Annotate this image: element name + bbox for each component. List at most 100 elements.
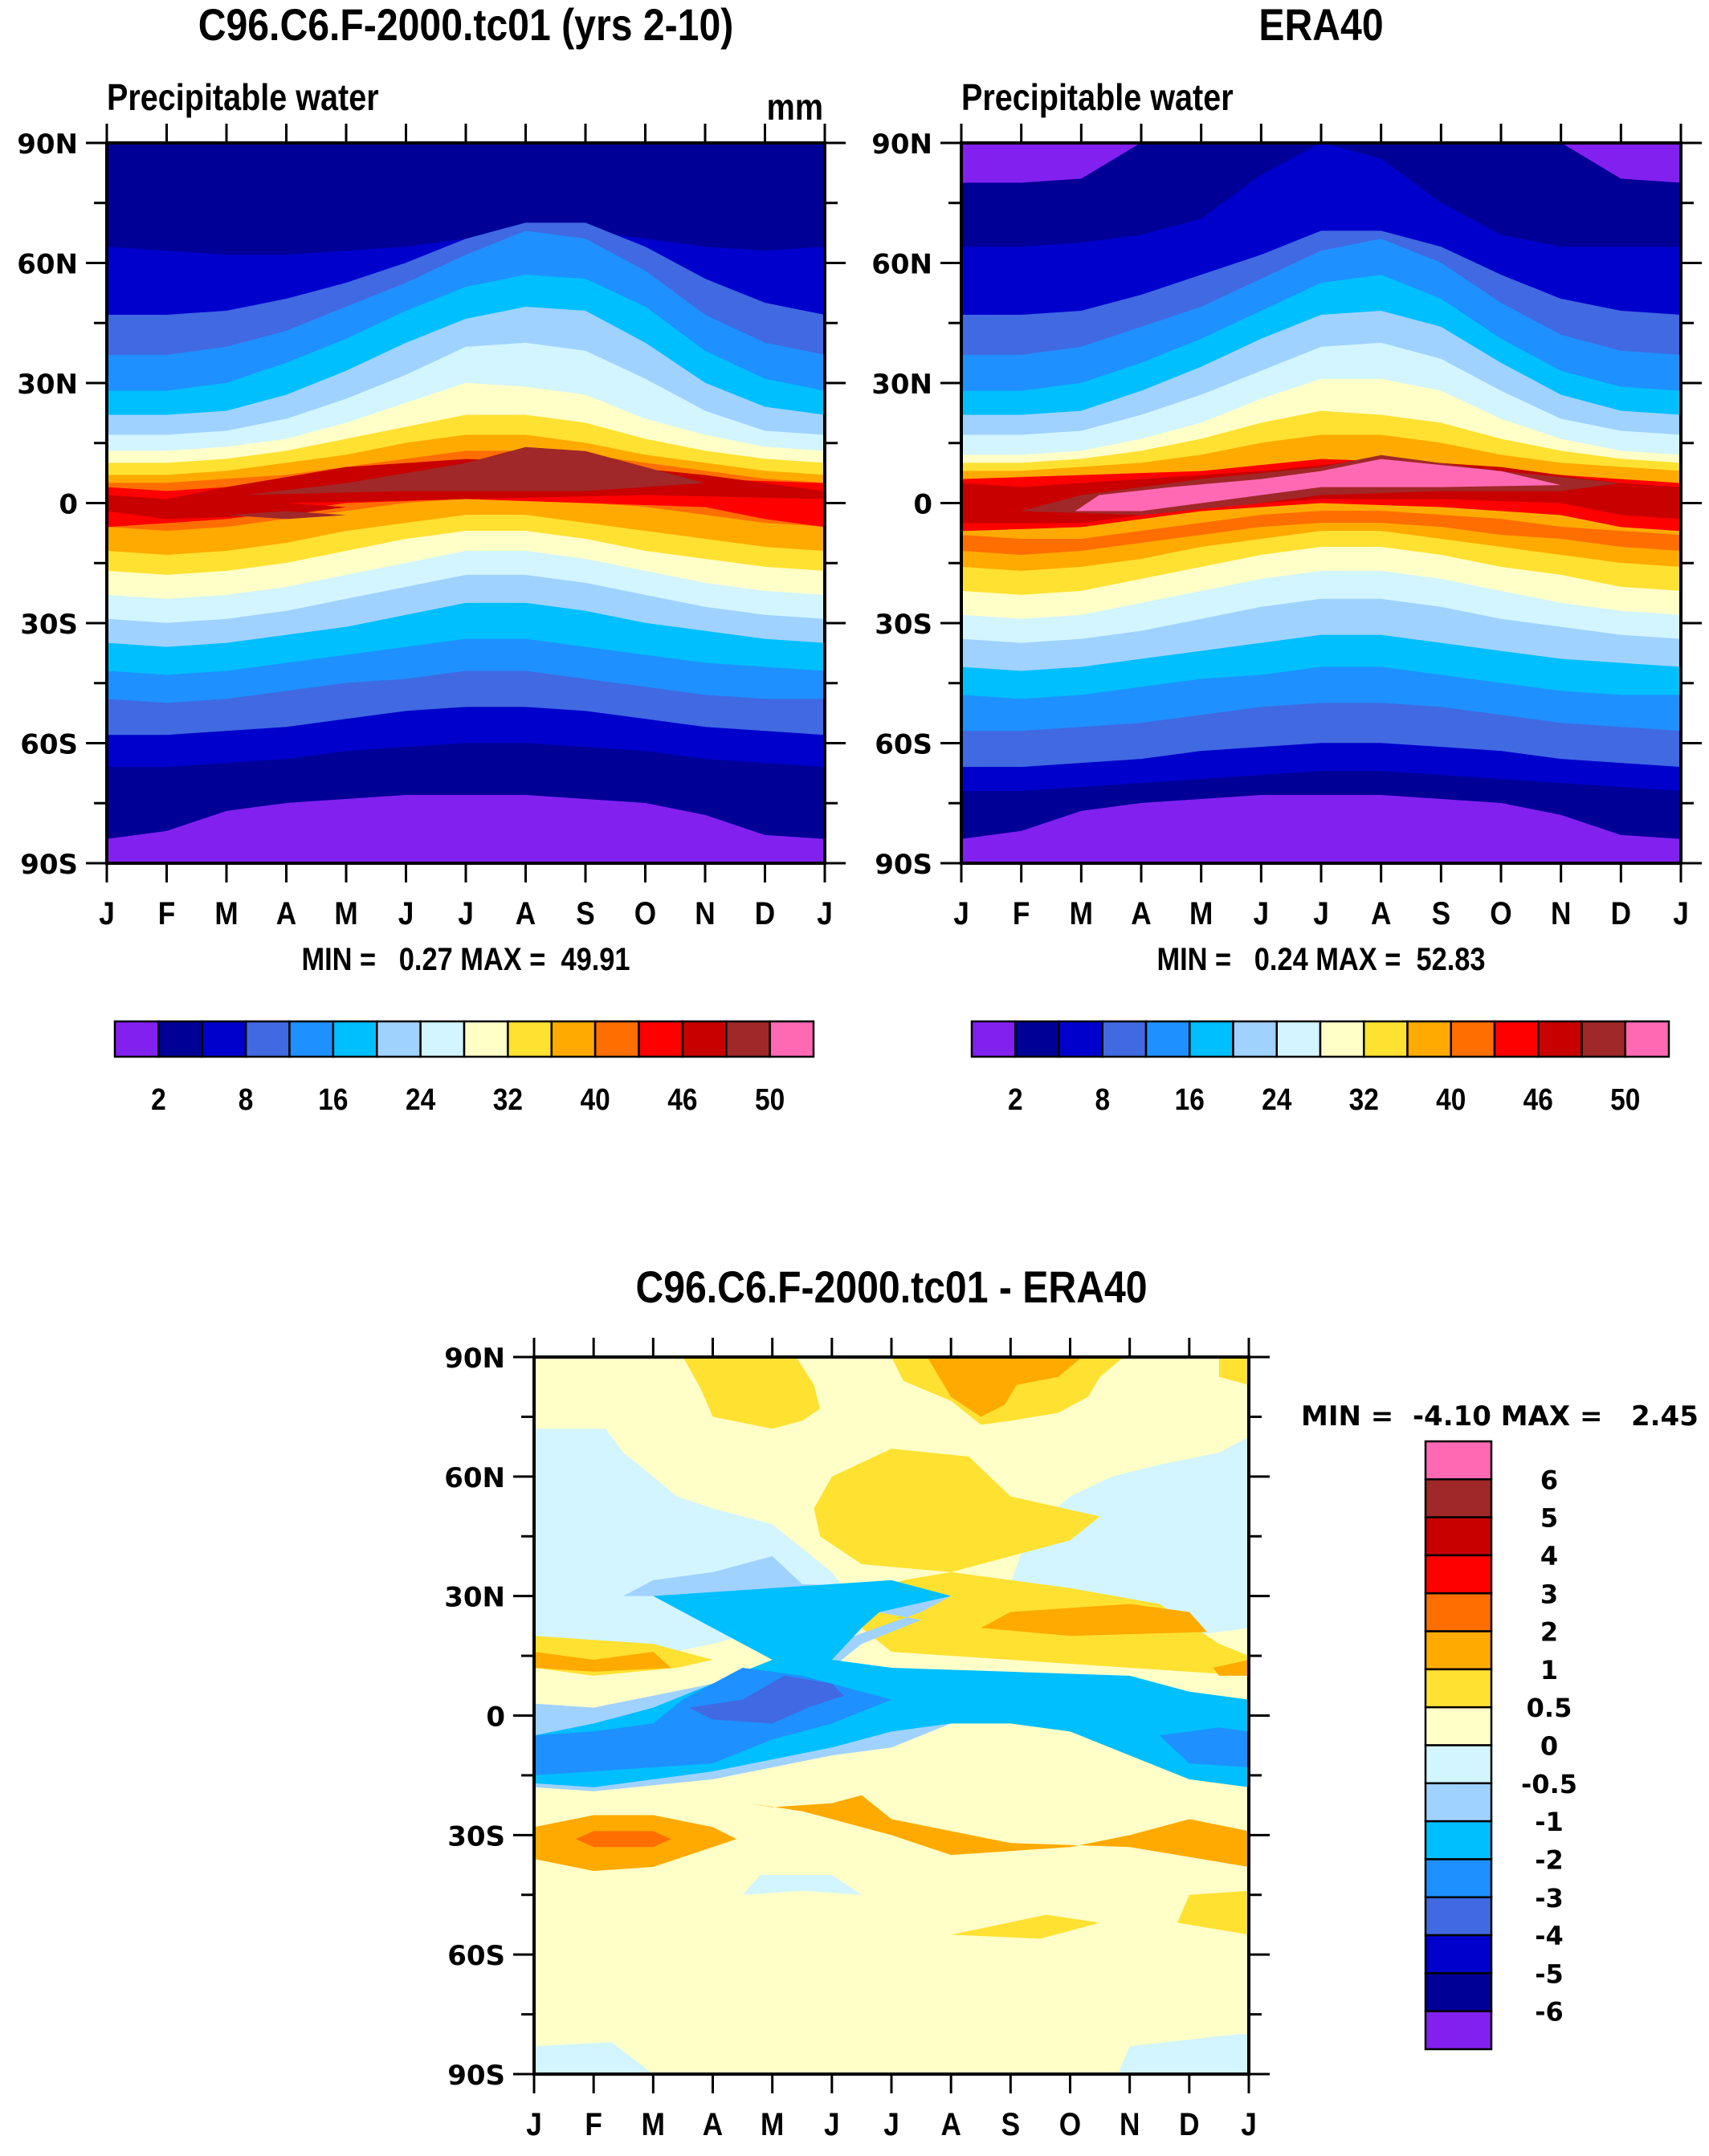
colorbar-label: 2 bbox=[1008, 1082, 1023, 1116]
colorbar-swatch bbox=[1424, 1516, 1493, 1557]
contour-region bbox=[814, 1449, 1100, 1572]
colorbar-swatch bbox=[1424, 1478, 1493, 1518]
minmax-label: MIN = 0.24 MAX = 52.83 bbox=[1156, 941, 1485, 977]
x-tick-label: M bbox=[214, 895, 238, 931]
colorbar-swatch bbox=[1319, 1020, 1365, 1058]
minmax-label: MIN = 0.27 MAX = 49.91 bbox=[301, 941, 630, 977]
x-tick-label: S bbox=[576, 895, 594, 931]
x-tick-label: J bbox=[398, 895, 414, 931]
colorbar-label: -5 bbox=[1535, 1958, 1564, 1989]
contour-region bbox=[1213, 1660, 1249, 1676]
colorbar-label: 0.5 bbox=[1527, 1693, 1572, 1723]
colorbar-swatch bbox=[1101, 1020, 1148, 1058]
x-tick-label: J bbox=[526, 2106, 542, 2142]
y-tick-label: 30N bbox=[17, 369, 78, 401]
contour-brown bbox=[244, 446, 706, 495]
y-tick-label: 30N bbox=[444, 1582, 505, 1614]
colorbar-swatch bbox=[1424, 2010, 1493, 2051]
panel1-subtitle: Precipitable water bbox=[107, 76, 379, 118]
colorbar-label: 2 bbox=[151, 1082, 166, 1116]
colorbar-swatch bbox=[638, 1020, 684, 1058]
colorbar-label: 1 bbox=[1540, 1655, 1558, 1685]
y-tick-label: 0 bbox=[486, 1702, 505, 1734]
colorbar-swatch bbox=[332, 1020, 378, 1058]
contour-band bbox=[961, 143, 1075, 183]
x-tick-label: F bbox=[158, 895, 176, 931]
y-tick-label: 30S bbox=[447, 1820, 505, 1852]
x-tick-label: A bbox=[516, 895, 536, 931]
panel3-minmax: MIN = -4.10 MAX = 2.45 bbox=[1301, 1400, 1699, 1433]
x-tick-label: J bbox=[953, 895, 969, 931]
colorbar-label: 4 bbox=[1540, 1541, 1558, 1571]
x-tick-label: A bbox=[1131, 895, 1151, 931]
colorbar-swatch bbox=[725, 1020, 771, 1058]
colorbar-label: 16 bbox=[1175, 1082, 1205, 1116]
contour-area bbox=[534, 1357, 1249, 2074]
contour-area bbox=[107, 143, 825, 863]
colorbar-label: 50 bbox=[1610, 1082, 1640, 1116]
colorbar-swatch bbox=[201, 1020, 247, 1058]
y-tick-label: 0 bbox=[59, 489, 78, 521]
colorbar-swatch bbox=[157, 1020, 203, 1058]
x-tick-label: F bbox=[585, 2106, 602, 2142]
colorbar-swatch bbox=[1424, 1630, 1493, 1671]
colorbar-swatch bbox=[1189, 1020, 1234, 1058]
contour-region bbox=[1010, 1437, 1249, 1636]
y-tick-label: 90N bbox=[17, 128, 78, 161]
y-tick-label: 90N bbox=[871, 128, 932, 161]
colorbar-swatch bbox=[1424, 1706, 1493, 1746]
colorbar-label: 6 bbox=[1540, 1465, 1558, 1495]
y-tick-label: 30S bbox=[875, 609, 932, 641]
contour-region bbox=[688, 1675, 844, 1724]
x-tick-label: J bbox=[883, 2106, 899, 2142]
colorbar-swatch bbox=[769, 1020, 815, 1058]
y-tick-label: 30S bbox=[20, 609, 78, 641]
y-tick-label: 90S bbox=[20, 849, 78, 881]
x-tick-label: D bbox=[755, 895, 775, 931]
x-tick-label: F bbox=[1013, 895, 1030, 931]
colorbar-swatch bbox=[463, 1020, 509, 1058]
colorbar-swatch bbox=[1581, 1020, 1626, 1058]
x-tick-label: N bbox=[1120, 2106, 1140, 2142]
y-tick-label: 90S bbox=[447, 2060, 505, 2092]
y-tick-label: 60S bbox=[20, 729, 78, 761]
colorbar-label: 50 bbox=[755, 1082, 785, 1116]
contour-region bbox=[927, 1357, 1083, 1417]
colorbar-swatch bbox=[1424, 1592, 1493, 1632]
colorbar-swatch bbox=[593, 1020, 640, 1058]
colorbar-swatch bbox=[1424, 1972, 1493, 2012]
x-tick-label: J bbox=[1313, 895, 1329, 931]
y-tick-label: 60S bbox=[447, 1940, 505, 1972]
x-tick-label: J bbox=[1254, 895, 1270, 931]
colorbar-label: 8 bbox=[239, 1082, 254, 1116]
x-tick-label: J bbox=[1241, 2106, 1257, 2142]
x-tick-label: A bbox=[1371, 895, 1391, 931]
contour-region bbox=[1117, 2034, 1249, 2074]
panel1-title: C96.C6.F-2000.tc01 (yrs 2-10) bbox=[198, 0, 734, 50]
panel2-title: ERA40 bbox=[1258, 0, 1384, 50]
panel-2-plot: J F M A M J J A S O N D J 90N 60N 30N 0 30S 60S 90S MIN = 0.… bbox=[871, 124, 1702, 1116]
colorbar-swatch bbox=[970, 1020, 1017, 1058]
colorbar-label: 24 bbox=[406, 1082, 435, 1116]
y-tick-label: 60N bbox=[17, 249, 78, 281]
x-tick-label: S bbox=[1432, 895, 1450, 931]
y-tick-label: 90N bbox=[444, 1343, 505, 1375]
colorbar-swatch bbox=[376, 1020, 422, 1058]
contour-brown bbox=[226, 511, 346, 520]
contour-region bbox=[683, 1357, 820, 1429]
colorbar-label: -4 bbox=[1535, 1921, 1564, 1951]
colorbar-label: 2 bbox=[1540, 1617, 1558, 1648]
colorbar-swatch bbox=[1144, 1020, 1191, 1058]
y-tick-label: 60N bbox=[871, 249, 932, 281]
contour-region bbox=[575, 1831, 671, 1848]
colorbar: 6 5 4 3 2 1 0.5 0 -0.5 -1 -2 -3 -4 -5 -6 bbox=[1424, 1440, 1577, 2051]
colorbar-swatch bbox=[1537, 1020, 1583, 1058]
x-tick-label: J bbox=[99, 895, 115, 931]
colorbar-label: 46 bbox=[1523, 1082, 1553, 1116]
colorbar-swatch bbox=[1406, 1020, 1452, 1058]
x-tick-label: N bbox=[1551, 895, 1571, 931]
colorbar-swatch bbox=[1424, 1554, 1493, 1595]
colorbar-label: 40 bbox=[581, 1082, 610, 1116]
colorbar-label: 0 bbox=[1540, 1731, 1558, 1762]
colorbar-label: -3 bbox=[1535, 1883, 1564, 1914]
